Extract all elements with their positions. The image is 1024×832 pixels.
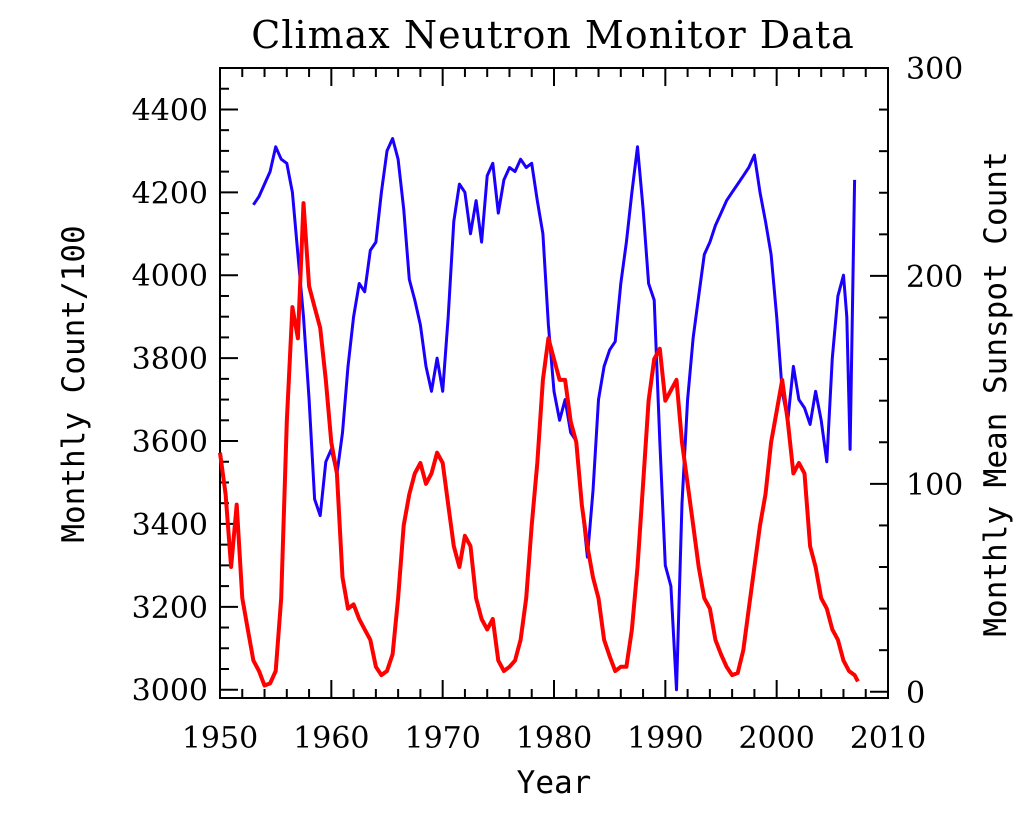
- x-tick-label: 1980: [516, 721, 592, 756]
- x-tick-label: 2000: [738, 721, 814, 756]
- tick-labels: 1950 1960 1970 1980 1990 2000 2010300032003400…: [132, 52, 964, 756]
- y-axis-label-left: Monthly Count/100: [56, 225, 92, 542]
- y-right-tick-label: 0: [906, 676, 925, 711]
- y-left-tick-label: 3400: [132, 508, 208, 543]
- sunspot-count-line: [218, 201, 860, 688]
- x-tick-label: 1970: [404, 721, 480, 756]
- x-axis-label: Year: [517, 765, 592, 801]
- neutron-count-line: [252, 137, 857, 692]
- y-left-tick-label: 3600: [132, 425, 208, 460]
- y-right-tick-label: 300: [906, 52, 963, 87]
- y-right-tick-label: 200: [906, 260, 963, 295]
- y-right-tick-label: 100: [906, 468, 963, 503]
- series-layer: [218, 137, 860, 692]
- y-left-tick-label: 3800: [132, 342, 208, 377]
- y-left-tick-label: 4400: [132, 93, 208, 128]
- x-tick-label: 1990: [627, 721, 703, 756]
- y-left-tick-label: 4200: [132, 176, 208, 211]
- y-left-tick-label: 3000: [132, 674, 208, 709]
- y-left-tick-label: 3200: [132, 591, 208, 626]
- x-tick-label: 1950: [182, 721, 258, 756]
- x-tick-label: 2010: [850, 721, 926, 756]
- chart-title: Climax Neutron Monitor Data: [251, 13, 855, 57]
- x-tick-label: 1960: [293, 721, 369, 756]
- y-axis-label-right: Monthly Mean Sunspot Count: [978, 151, 1014, 636]
- y-left-tick-label: 4000: [132, 259, 208, 294]
